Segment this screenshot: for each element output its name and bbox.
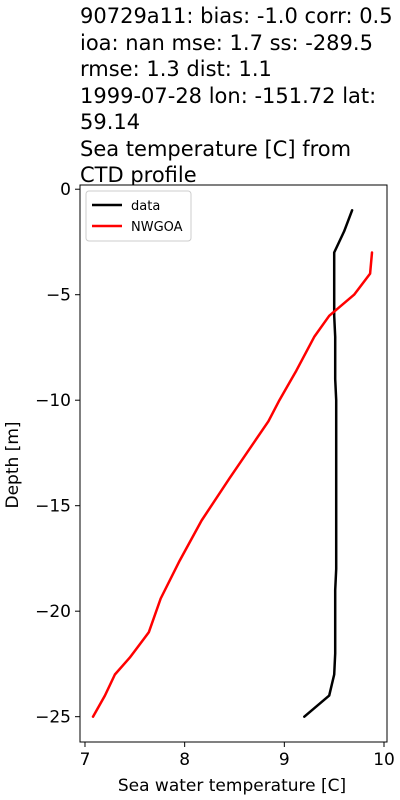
title-line-date-location: 1999-07-28 lon: -151.72 lat: 59.14 <box>80 83 377 135</box>
x-axis: 7 8 9 10 <box>80 742 395 770</box>
legend-label-nwgoa: NWGOA <box>131 220 183 235</box>
series-layer <box>91 209 374 718</box>
legend-label-data: data <box>131 199 160 214</box>
y-tick-label: −20 <box>35 602 71 622</box>
x-tick-label: 9 <box>279 750 290 770</box>
y-axis-label: Depth [m] <box>3 421 23 508</box>
x-tick-label: 8 <box>179 750 190 770</box>
legend-box <box>85 190 192 242</box>
series-line-nwgoa <box>91 251 374 718</box>
y-tick-label: −25 <box>35 708 71 728</box>
legend: data NWGOA <box>85 190 192 242</box>
title-line-variable: Sea temperature [C] from CTD profile <box>80 136 352 188</box>
x-tick-label: 7 <box>80 750 91 770</box>
y-axis: 0 −5 −10 −15 −20 −25 <box>35 180 80 728</box>
y-tick-label: −15 <box>35 497 71 517</box>
title-line-stats: 90729a11: bias: -1.0 corr: 0.5 ioa: nan … <box>80 4 393 81</box>
y-tick-label: −10 <box>35 391 71 411</box>
x-tick-label: 10 <box>373 750 395 770</box>
chart-title: 90729a11: bias: -1.0 corr: 0.5 ioa: nan … <box>80 3 398 189</box>
y-tick-label: −5 <box>46 286 71 306</box>
plot-area <box>79 184 388 743</box>
y-tick-label: 0 <box>60 180 71 200</box>
series-line-data <box>303 209 354 718</box>
x-axis-label: Sea water temperature [C] <box>118 776 346 796</box>
